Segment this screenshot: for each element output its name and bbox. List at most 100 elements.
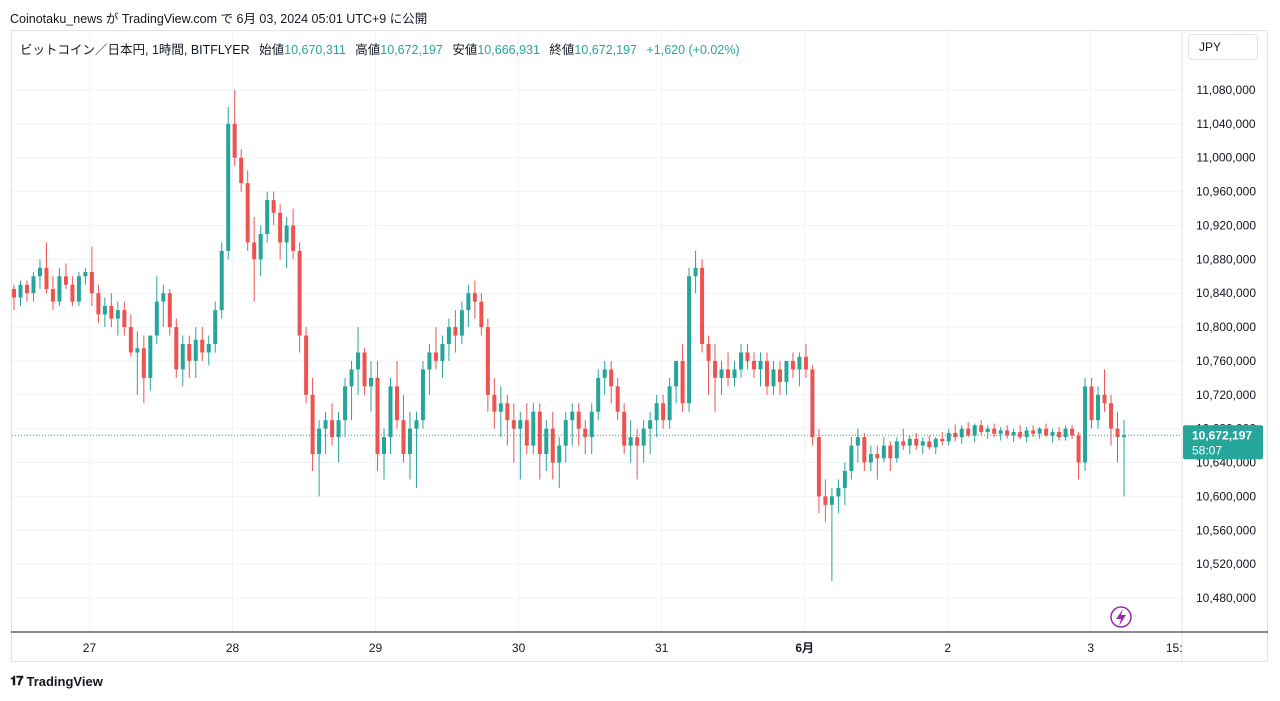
candle-body	[102, 305, 107, 315]
candle	[284, 217, 289, 268]
time-tick-label: 28	[226, 641, 240, 655]
candle-body	[758, 360, 763, 370]
candle	[868, 445, 873, 471]
chart-grid	[12, 30, 1182, 632]
price-tick-label: 10,720,000	[1196, 388, 1256, 402]
candle	[752, 352, 756, 378]
candle-body	[927, 441, 932, 448]
candle-body	[349, 369, 354, 387]
candle-body	[914, 438, 919, 446]
candle	[330, 403, 335, 446]
candle	[420, 360, 425, 429]
candle-body	[1096, 394, 1101, 421]
currency-button[interactable]: JPY	[1188, 34, 1258, 60]
candle	[985, 425, 990, 439]
candle-body	[635, 437, 640, 446]
candle-body	[161, 293, 166, 302]
lightning-icon[interactable]	[1110, 606, 1132, 628]
legend-close-label: 終値	[549, 43, 575, 57]
candle	[914, 432, 919, 450]
candle-body	[797, 356, 802, 370]
candle	[174, 318, 179, 378]
candle-body	[206, 344, 211, 353]
candle-body	[291, 225, 296, 251]
candle	[349, 360, 354, 421]
candle-body	[336, 420, 341, 438]
candle	[966, 421, 971, 438]
candle	[226, 106, 231, 260]
candle	[304, 327, 309, 404]
candle	[511, 403, 516, 463]
time-axis[interactable]: 27 28 29 30 31 6月 2 3 15:	[83, 641, 1183, 655]
candle-body	[888, 445, 893, 459]
candle	[920, 437, 925, 455]
candle-body	[1011, 432, 1016, 436]
candle	[784, 360, 789, 395]
candle	[193, 327, 198, 378]
candle	[128, 314, 133, 357]
candle-body	[1037, 428, 1042, 434]
candle	[1024, 426, 1029, 443]
time-tick-label: 30	[512, 641, 526, 655]
candle	[979, 420, 984, 436]
candle-body	[940, 438, 945, 442]
candle	[394, 360, 399, 429]
candle-body	[524, 420, 529, 446]
candle-body	[96, 293, 101, 315]
candle-body	[12, 288, 16, 298]
candle	[849, 437, 854, 480]
legend-low-value: 10,666,931	[477, 43, 540, 57]
candle	[83, 267, 88, 285]
candle-body	[726, 369, 731, 378]
candle	[232, 90, 237, 167]
candle	[589, 403, 594, 455]
candle-body	[661, 403, 666, 421]
candle	[76, 272, 81, 306]
candle-body	[219, 250, 224, 311]
candle-body	[330, 420, 335, 438]
candle	[888, 441, 893, 471]
candle	[427, 344, 432, 395]
candle-body	[680, 360, 685, 404]
lightning-icon-bolt	[1116, 609, 1126, 626]
candle-body	[1005, 430, 1010, 436]
candle-body	[382, 437, 386, 455]
candle	[89, 246, 94, 306]
candle	[563, 411, 568, 463]
price-axis[interactable]: 10,480,000 10,520,000 10,560,000 10,600,000…	[1183, 83, 1263, 605]
candle	[154, 276, 159, 344]
candle	[297, 242, 302, 353]
candle	[265, 191, 270, 243]
candle	[24, 280, 29, 302]
candle-body	[226, 123, 231, 251]
candle	[641, 420, 646, 463]
candle	[135, 331, 140, 395]
candle	[907, 435, 912, 455]
candle-body	[1089, 386, 1094, 421]
candle-body	[167, 293, 172, 328]
candle	[570, 403, 575, 446]
candle-body	[719, 369, 724, 378]
candle-body	[998, 430, 1003, 434]
candle	[498, 386, 503, 438]
price-tick-label: 11,040,000	[1196, 117, 1255, 131]
candle-body	[479, 301, 484, 328]
candle-body	[979, 425, 984, 433]
candle	[726, 352, 731, 387]
candle-body	[849, 445, 854, 471]
candle	[187, 335, 192, 378]
candle-body	[706, 344, 711, 361]
candle-body	[24, 284, 29, 294]
candle	[635, 428, 640, 480]
candle	[37, 259, 42, 289]
candle-body	[258, 233, 263, 260]
candle-body	[836, 487, 841, 497]
candle-body	[128, 327, 133, 353]
candle-body	[1115, 428, 1120, 438]
candle-body	[498, 403, 503, 412]
tradingview-logo[interactable]: 𝟏𝟕 TradingView	[10, 674, 103, 689]
candle-body	[752, 360, 756, 370]
candle-body	[239, 157, 244, 184]
time-tick-label: 6月	[795, 641, 814, 655]
